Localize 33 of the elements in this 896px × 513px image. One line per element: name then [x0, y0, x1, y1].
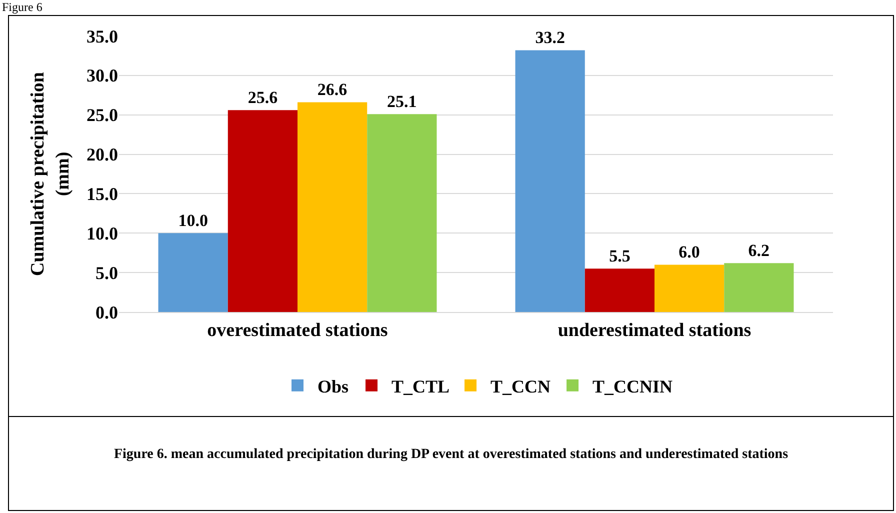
bar: [515, 50, 585, 312]
bar: [724, 263, 794, 312]
x-tick-label: overestimated stations: [207, 320, 388, 341]
bar: [158, 233, 228, 312]
caption: Figure 6. mean accumulated precipitation during DP event at overestimated stations and underestimated stations: [9, 416, 893, 475]
x-tick-label: underestimated stations: [558, 320, 752, 341]
data-label: 33.2: [535, 28, 565, 48]
y-tick-label: 35.0: [86, 26, 118, 46]
y-tick-label: 5.0: [96, 262, 118, 283]
data-label: 26.6: [317, 80, 348, 100]
bar: [298, 102, 368, 312]
data-label: 10.0: [178, 211, 208, 230]
caption: Figure 6: [2, 0, 42, 14]
data-label: 25.6: [248, 88, 278, 108]
y-tick-label: 30.0: [86, 66, 118, 86]
y-axis-title: Cumulative precipitation (mm): [28, 72, 74, 276]
data-label: 6.0: [678, 242, 700, 262]
bar: [367, 114, 437, 312]
legend-label: Obs: [318, 376, 349, 396]
legend-label: T_CCNIN: [592, 376, 673, 396]
legend-label: T_CCN: [490, 376, 551, 396]
bar: [584, 268, 654, 312]
y-tick-label: 0.0: [96, 302, 118, 322]
bar: [654, 264, 724, 312]
legend-label: T_CTL: [392, 376, 450, 396]
bar: [228, 110, 298, 312]
y-tick-label: 25.0: [86, 105, 118, 126]
data-label: 5.5: [609, 246, 630, 266]
y-tick-label: 10.0: [86, 223, 118, 244]
y-tick-label: 15.0: [86, 184, 118, 204]
y-tick-label: 20.0: [86, 144, 118, 165]
data-label: 25.1: [387, 92, 417, 112]
data-label: 6.2: [748, 241, 770, 260]
